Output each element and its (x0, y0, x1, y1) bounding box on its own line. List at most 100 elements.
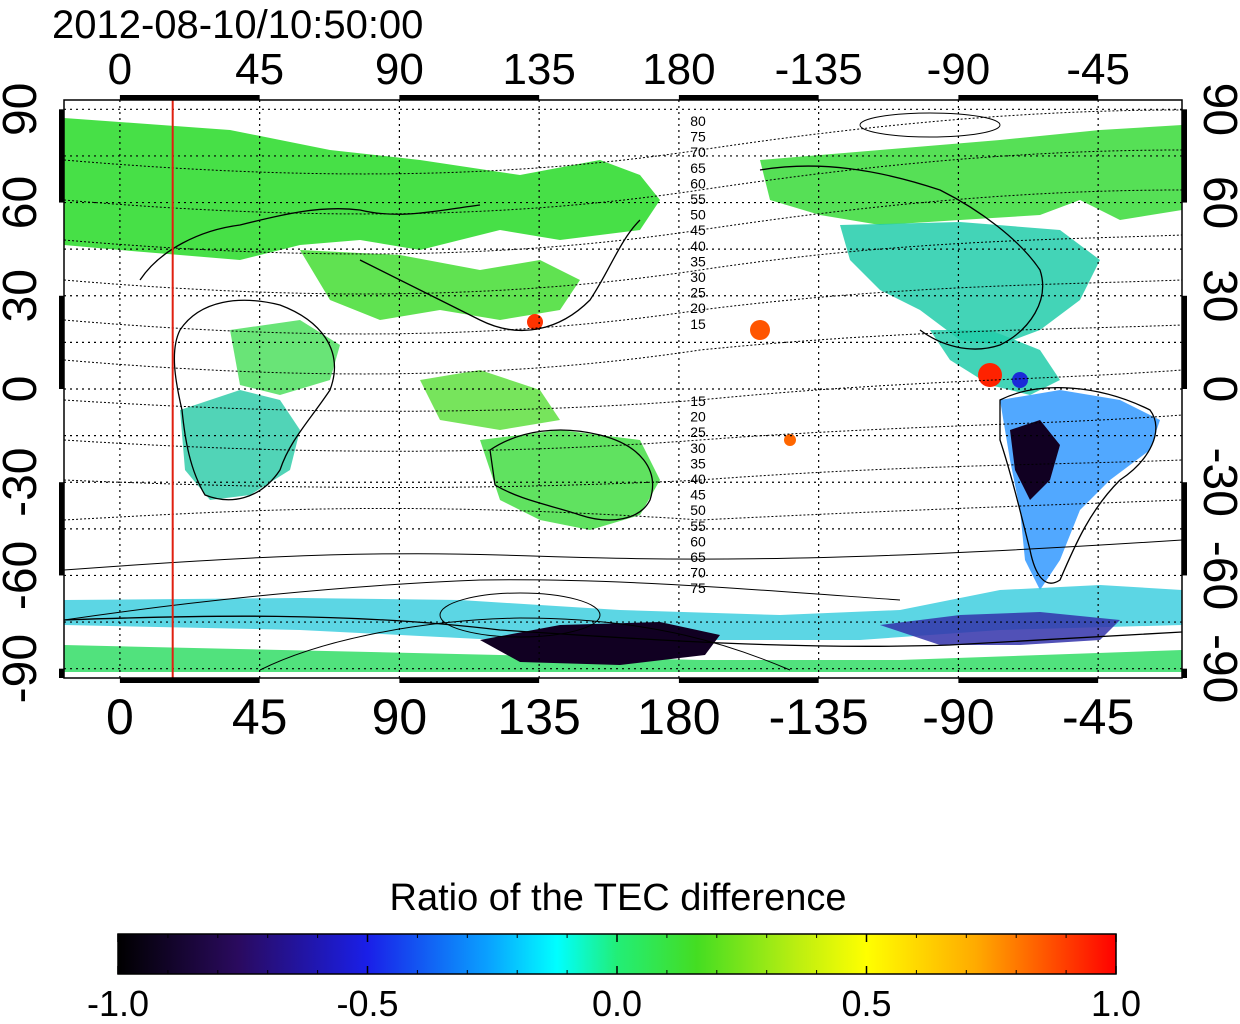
colorbar-tick-labels: -1.0 -0.5 0.0 0.5 1.0 (87, 934, 1141, 1024)
contour-label: 45 (690, 222, 706, 238)
coastline-antarctica (64, 615, 1182, 647)
contour-label: 35 (690, 455, 706, 471)
tec-region-north-eurasia (64, 118, 660, 260)
lon-tick-label-top: 90 (375, 45, 424, 94)
frame-bar-left (59, 482, 64, 576)
contour-line (64, 579, 901, 621)
lon-tick-labels-bottom: 0 45 90 135 180 -135 -90 -45 (106, 689, 1134, 745)
lat-tick-label-left: 60 (0, 176, 47, 229)
contour-label: 65 (690, 549, 706, 565)
tec-region-indonesia (420, 370, 560, 430)
frame-bar-left (59, 295, 64, 389)
colorbar-tick-label: 1.0 (1091, 983, 1141, 1024)
lon-tick-label-top: -90 (927, 45, 991, 94)
contour-label: 65 (690, 160, 706, 176)
lon-tick-label-bottom: 0 (106, 689, 134, 745)
colorbar: Ratio of the TEC difference -1.0 -0.5 0.0 0… (87, 877, 1141, 1024)
coastline-africa (173, 299, 335, 501)
contour-label: 80 (690, 113, 706, 129)
lat-tick-label-right: 90 (1193, 83, 1240, 136)
tec-hotspot (1012, 372, 1028, 388)
contour-label: 60 (690, 533, 706, 549)
lon-tick-label-bottom: -45 (1062, 689, 1134, 745)
map-plot-area: 8075706560555045403530252015152025303540… (63, 99, 1183, 679)
tec-region-africa (180, 390, 300, 500)
coastline-south-america (999, 387, 1157, 584)
contour-label: 70 (690, 144, 706, 160)
frame-tick-bars (59, 95, 1187, 683)
coastlines (64, 165, 1182, 647)
lon-tick-label-bottom: -90 (922, 689, 994, 745)
lat-tick-label-left: -60 (0, 541, 47, 610)
lon-tick-label-top: -135 (775, 45, 863, 94)
contour-label: 50 (690, 502, 706, 518)
contour-label: 15 (690, 393, 706, 409)
colorbar-tick-label: 0.0 (592, 983, 642, 1024)
contour-line (64, 369, 1182, 412)
colorbar-tick-label: -1.0 (87, 983, 149, 1024)
contour-label: 40 (690, 238, 706, 254)
contour-label: 25 (690, 285, 706, 301)
lon-tick-label-bottom: 90 (372, 689, 428, 745)
lon-tick-label-top: 45 (235, 45, 284, 94)
lon-tick-label-top: 135 (502, 45, 575, 94)
contour-label: 30 (690, 269, 706, 285)
contour-label: 55 (690, 191, 706, 207)
lat-tick-label-left: -30 (0, 448, 47, 517)
lat-tick-label-right: 30 (1193, 269, 1240, 322)
lat-tick-label-left: -90 (0, 634, 47, 703)
frame-bar-bottom (399, 678, 540, 683)
frame-bar-bottom (958, 678, 1099, 683)
contour-line (64, 414, 1182, 452)
contour-labels: 8075706560555045403530252015152025303540… (690, 113, 706, 596)
contour-label: 75 (690, 129, 706, 145)
contour-label: 30 (690, 440, 706, 456)
lon-tick-label-bottom: 135 (497, 689, 580, 745)
contour-line (64, 109, 1182, 175)
frame-bar-bottom (678, 678, 819, 683)
lon-tick-labels-top: 0 45 90 135 180 -135 -90 -45 (108, 45, 1130, 94)
contour-line (64, 459, 1182, 488)
contour-label: 40 (690, 471, 706, 487)
lon-tick-label-bottom: 45 (232, 689, 288, 745)
contour-label: 50 (690, 207, 706, 223)
contour-label: 55 (690, 518, 706, 534)
contour-line (64, 279, 1182, 335)
colorbar-title: Ratio of the TEC difference (390, 877, 847, 919)
frame-bar-top (678, 95, 819, 100)
coastline-europe (139, 204, 481, 281)
lat-tick-label-right: -30 (1193, 448, 1240, 517)
coastline-north-america (759, 165, 1044, 350)
tec-region-antarctic-blue (880, 612, 1120, 645)
contour-label: 70 (690, 565, 706, 581)
tec-region-australia (480, 430, 660, 530)
contour-label: 15 (690, 316, 706, 332)
map-timestamp: 2012-08-10/10:50:00 (52, 3, 423, 47)
lat-tick-label-right: -60 (1193, 541, 1240, 610)
tec-hotspot (750, 320, 770, 340)
tec-region-north-america (760, 125, 1182, 225)
coastline-australia (489, 429, 654, 521)
magnetic-contours (64, 109, 1182, 671)
frame-bar-right (1182, 668, 1187, 678)
contour-line (64, 324, 1182, 375)
lon-tick-label-bottom: 180 (637, 689, 720, 745)
contour-label: 25 (690, 424, 706, 440)
tec-region-asia (300, 250, 580, 320)
lat-tick-labels-right: 90 60 30 0 -30 -60 -90 (1193, 83, 1240, 704)
frame-bar-bottom (119, 678, 260, 683)
frame-bar-right (1182, 295, 1187, 389)
lon-tick-label-top: -45 (1066, 45, 1130, 94)
lat-tick-label-right: 0 (1193, 376, 1240, 403)
contour-line (64, 234, 1182, 295)
graticule-grid (64, 100, 1182, 678)
lat-tick-label-right: 60 (1193, 176, 1240, 229)
contour-label: 20 (690, 409, 706, 425)
contour-line (259, 617, 791, 671)
colorbar-tick-label: -0.5 (336, 983, 398, 1024)
lon-tick-label-bottom: -135 (769, 689, 869, 745)
contour-label: 35 (690, 253, 706, 269)
lat-tick-label-right: -90 (1193, 634, 1240, 703)
lat-tick-labels-left: 90 60 30 0 -30 -60 -90 (0, 83, 47, 704)
